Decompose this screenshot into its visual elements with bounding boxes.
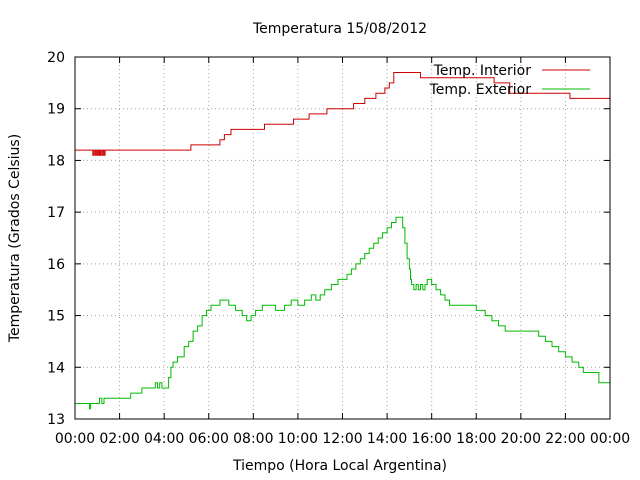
x-tick-label: 18:00 [456, 431, 496, 447]
y-tick-label: 13 [47, 412, 65, 428]
x-tick-label: 00:00 [55, 431, 95, 447]
y-tick-label: 15 [47, 309, 65, 325]
x-tick-label: 02:00 [99, 431, 139, 447]
series-line-temp-exterior [75, 216, 610, 410]
series-layer [75, 72, 610, 410]
x-tick-label: 22:00 [545, 431, 585, 447]
y-tick-label: 19 [47, 102, 65, 118]
x-tick-label: 20:00 [501, 431, 541, 447]
x-tick-label: 12:00 [322, 431, 362, 447]
y-tick-label: 16 [47, 257, 65, 273]
x-tick-label: 16:00 [411, 431, 451, 447]
legend: Temp. Interior Temp. Exterior [429, 63, 590, 98]
legend-label: Temp. Exterior [429, 82, 532, 98]
series-line-temp-interior [75, 72, 610, 156]
y-tick-label: 18 [47, 153, 65, 169]
x-tick-label: 08:00 [233, 431, 273, 447]
y-axis-label: Temperatura (Grados Celsius) [7, 134, 23, 343]
x-tick-label: 06:00 [189, 431, 229, 447]
y-tick-label: 14 [47, 360, 65, 376]
y-tick-label: 20 [47, 50, 65, 66]
axis-ticks: 00:00 02:00 04:00 06:00 08:00 10:00 12:00 14:00… [47, 50, 630, 447]
chart-title: Temperatura 15/08/2012 [252, 21, 427, 37]
legend-label: Temp. Interior [433, 63, 532, 79]
y-tick-label: 17 [47, 205, 65, 221]
x-tick-label: 10:00 [278, 431, 318, 447]
x-axis-label: Tiempo (Hora Local Argentina) [232, 458, 447, 474]
x-tick-label: 04:00 [144, 431, 184, 447]
x-tick-label: 00:00 [590, 431, 630, 447]
grid-lines [75, 57, 610, 419]
x-tick-label: 14:00 [367, 431, 407, 447]
